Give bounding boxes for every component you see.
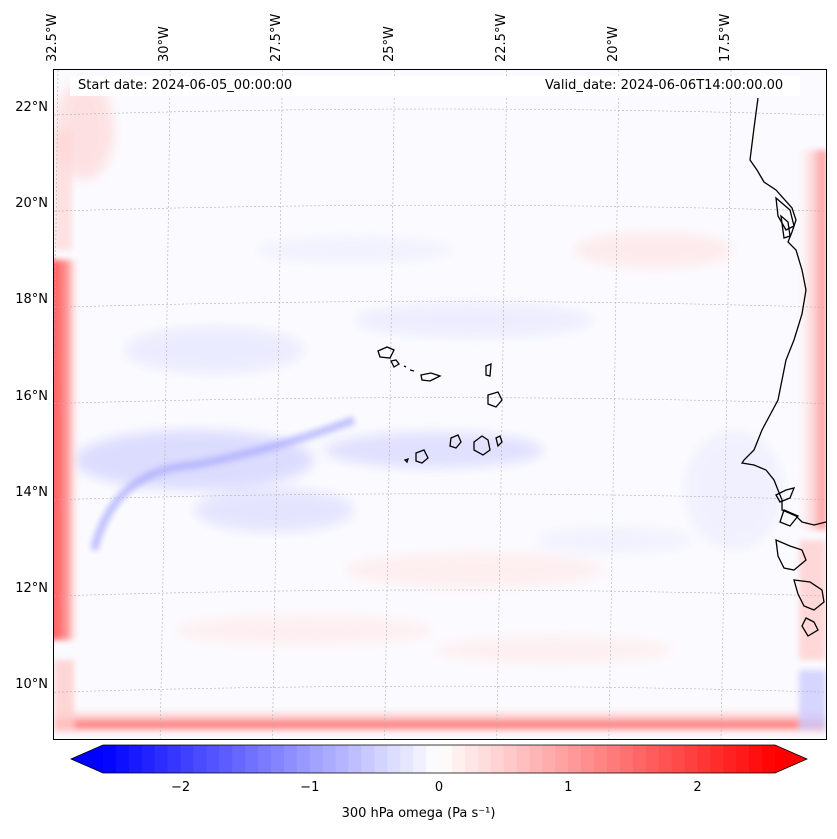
lon-tick-label: 22.5°W <box>493 13 509 62</box>
colorbar-level <box>529 745 543 773</box>
colorbar-level <box>516 745 531 773</box>
colorbar-level <box>477 745 492 773</box>
lon-tick-label: 32.5°W <box>45 13 60 62</box>
colorbar-level <box>542 745 556 773</box>
colorbar-level <box>723 745 737 773</box>
colorbar-level <box>361 745 375 773</box>
lat-tick-label: 10°N <box>15 677 48 693</box>
lon-tick-label: 17.5°W <box>718 13 733 62</box>
colorbar-level <box>271 745 285 773</box>
colorbar-level <box>555 745 569 773</box>
parallel-line <box>54 493 826 501</box>
colorbar-level <box>619 745 634 773</box>
colorbar-level <box>451 745 466 773</box>
lat-tick-label: 20°N <box>15 196 48 212</box>
colorbar-level <box>400 745 414 773</box>
colorbar-tick-label: −1 <box>300 780 320 795</box>
colorbar-level <box>296 745 311 773</box>
colorbar-level <box>503 745 518 773</box>
colorbar-level <box>206 745 220 773</box>
lat-tick-label: 14°N <box>15 484 48 500</box>
colorbar-level <box>154 745 169 773</box>
graticule <box>54 70 826 739</box>
colorbar-level <box>736 745 750 773</box>
colorbar-level <box>180 745 195 773</box>
colorbar-tick-label: 2 <box>693 780 702 795</box>
colorbar-level <box>232 745 246 773</box>
valid-date-label: Valid_date: 2024-06-06T14:00:00.00 <box>545 78 784 93</box>
lat-tick-label: 18°N <box>15 292 48 308</box>
colorbar-level <box>374 745 388 773</box>
colorbar <box>70 744 808 774</box>
boundary-zones <box>54 130 826 736</box>
colorbar-tick-label: −2 <box>170 780 191 795</box>
lon-tick-label: 25°W <box>381 26 397 62</box>
colorbar-level <box>115 745 130 773</box>
lat-tick-label: 16°N <box>15 388 48 404</box>
colorbar-level <box>684 745 699 773</box>
colorbar-extend-min <box>71 745 103 773</box>
colorbar-level <box>258 745 272 773</box>
parallel-line <box>54 108 826 116</box>
meridian-line <box>159 70 171 739</box>
colorbar-level <box>594 745 608 773</box>
colorbar-level <box>439 745 453 773</box>
colorbar-level <box>632 745 647 773</box>
colorbar-level <box>568 745 582 773</box>
colorbar-level <box>581 745 595 773</box>
lon-tick-label: 20°W <box>605 26 621 62</box>
colorbar-label: 300 hPa omega (Pa s⁻¹) <box>341 806 496 821</box>
colorbar-level <box>426 745 440 773</box>
colorbar-level <box>348 745 363 773</box>
lon-tick-label: 30°W <box>157 26 173 62</box>
omega-field <box>54 70 826 739</box>
colorbar-level <box>322 745 337 773</box>
map-panel <box>53 69 827 740</box>
parallel-line <box>54 301 826 308</box>
start-date-label: Start date: 2024-06-05_00:00:00 <box>78 78 293 93</box>
colorbar-extend-max <box>775 745 807 773</box>
colorbar-level <box>167 745 182 773</box>
colorbar-level <box>335 745 350 773</box>
parallel-line <box>54 589 826 597</box>
colorbar-level <box>245 745 259 773</box>
colorbar-level <box>219 745 233 773</box>
colorbar-level <box>464 745 479 773</box>
colorbar-outline <box>70 744 808 774</box>
colorbar-level <box>193 745 207 773</box>
colorbar-level <box>141 745 156 773</box>
colorbar-level <box>128 745 143 773</box>
colorbar-level <box>671 745 686 773</box>
colorbar-level <box>658 745 673 773</box>
colorbar-level <box>697 745 711 773</box>
field-patches <box>54 80 784 664</box>
lon-tick-label: 27.5°W <box>269 13 285 62</box>
colorbar-level <box>387 745 401 773</box>
coastlines <box>377 97 826 637</box>
parallel-line <box>54 397 826 404</box>
colorbar-tick-label: 1 <box>564 780 573 795</box>
colorbar-level <box>710 745 724 773</box>
colorbar-level <box>103 745 117 773</box>
colorbar-level <box>762 745 776 773</box>
colorbar-level <box>283 745 298 773</box>
colorbar-level <box>645 745 660 773</box>
colorbar-level <box>490 745 505 773</box>
colorbar-level <box>607 745 621 773</box>
parallel-line <box>54 204 826 212</box>
colorbar-tick-label: 0 <box>434 780 444 795</box>
colorbar-level <box>749 745 763 773</box>
parallel-line <box>54 685 826 693</box>
colorbar-level <box>413 745 427 773</box>
lat-tick-label: 12°N <box>15 581 48 596</box>
meridian-line <box>720 70 732 739</box>
colorbar-level <box>309 745 324 773</box>
lat-tick-label: 22°N <box>15 100 48 115</box>
